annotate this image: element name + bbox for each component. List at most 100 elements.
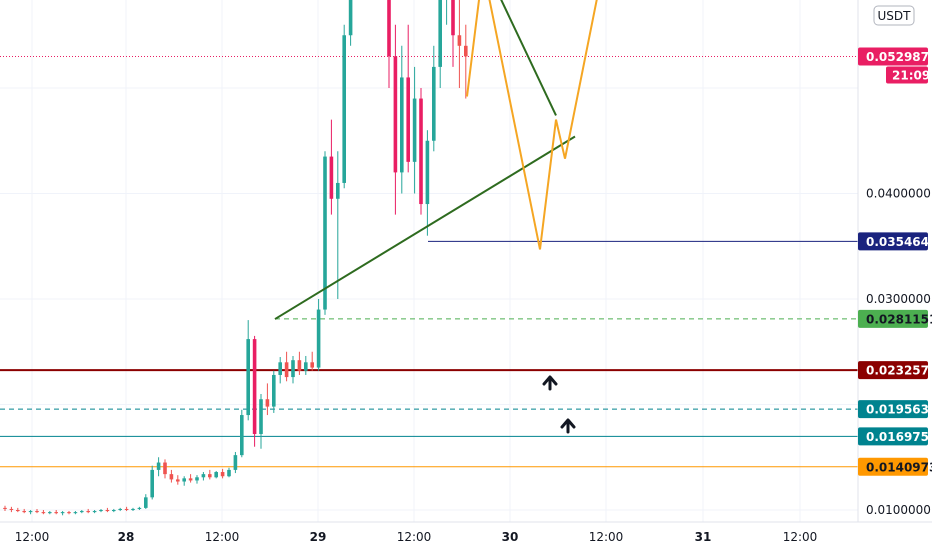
- currency-label: USDT: [878, 9, 912, 23]
- candle-body: [16, 510, 20, 512]
- time-tick-label: 12:00: [15, 530, 50, 544]
- price-label: 0.0281151: [858, 309, 932, 328]
- candle-body: [214, 472, 218, 478]
- candle-body: [284, 362, 289, 378]
- price-label-text: 0.0354646: [866, 235, 932, 249]
- candle-body: [304, 362, 308, 371]
- time-tick-label: 29: [310, 530, 327, 544]
- candle-body: [54, 512, 58, 514]
- candle-body: [451, 0, 455, 36]
- candle-body: [67, 512, 71, 514]
- candle-body: [92, 511, 97, 513]
- up-arrow-icon: [560, 418, 576, 434]
- candle-body: [438, 0, 442, 67]
- currency-badge[interactable]: USDT: [873, 5, 915, 26]
- candle-body: [297, 360, 302, 371]
- candle-body: [316, 309, 321, 368]
- price-label-text: 0.0169752: [866, 430, 932, 444]
- price-label-box: [858, 361, 928, 380]
- up-arrow-icon: [542, 375, 558, 391]
- time-tick-label: 12:00: [205, 530, 240, 544]
- candle-body: [163, 462, 167, 475]
- candle-body: [144, 497, 148, 508]
- candle-body: [406, 77, 410, 162]
- candle-body: [348, 0, 353, 36]
- price-label-text: 0.0232574: [866, 364, 932, 378]
- time-tick-label: 12:00: [783, 530, 818, 544]
- candle-body: [48, 512, 52, 514]
- candle-body: [73, 512, 78, 514]
- candle-body: [131, 508, 135, 510]
- time-axis[interactable]: 12:00 28 12:00 29 12:00 30 12:00 31 12:00: [15, 530, 818, 544]
- candle-body: [3, 507, 7, 509]
- ascending-trendline: [274, 135, 576, 320]
- price-label: 0.0195638: [858, 400, 932, 419]
- candle-body: [208, 474, 212, 478]
- projected-path: [466, 0, 598, 250]
- candle-body: [400, 77, 404, 173]
- candle-body: [112, 510, 116, 512]
- candle-body: [457, 35, 462, 46]
- price-label-text: 0.0281151: [866, 312, 932, 326]
- horizontal-levels: [0, 55, 858, 468]
- price-label-box: [858, 232, 928, 251]
- price-label: 0.0169752: [858, 427, 932, 446]
- price-label: 0.0529876: [858, 47, 932, 66]
- candle-body: [291, 360, 295, 378]
- price-label-box: [858, 47, 928, 66]
- price-label: 0.0140973: [858, 457, 932, 476]
- candle-body: [220, 472, 225, 477]
- candle-body: [80, 511, 84, 513]
- price-tick-label: 0.0400000: [866, 187, 931, 201]
- price-label-box: [858, 400, 928, 419]
- price-label: 0.0354646: [858, 232, 932, 251]
- time-tick-label: 12:00: [397, 530, 432, 544]
- candle-body: [412, 98, 417, 162]
- candle-body: [252, 339, 257, 435]
- candle-body: [176, 479, 180, 482]
- price-label-text: 0.0195638: [866, 403, 932, 417]
- candle-body: [195, 477, 199, 481]
- candle-body: [342, 35, 346, 183]
- candle-body: [35, 511, 39, 513]
- countdown-box: [886, 66, 928, 84]
- trend-drawings: [274, 0, 598, 434]
- price-label-box: [858, 457, 928, 476]
- time-tick-label: 12:00: [589, 530, 624, 544]
- candle-body: [118, 508, 122, 510]
- candle-body: [329, 156, 334, 199]
- candle-body: [419, 98, 423, 205]
- candle-body: [28, 511, 33, 513]
- candle-body: [9, 508, 14, 510]
- candle-body: [265, 399, 270, 407]
- price-label-box: [858, 427, 928, 446]
- candle-body: [432, 66, 436, 141]
- countdown-text: 21:09: [892, 68, 930, 82]
- price-labels: 0.08307860.06889710.05298760.03546460.02…: [858, 47, 932, 476]
- currency-badge-frame: [873, 5, 915, 26]
- countdown-badge: 21:09: [886, 66, 930, 84]
- price-label: 0.0232574: [858, 361, 932, 380]
- candle-body: [86, 511, 90, 513]
- candle-body: [182, 478, 186, 482]
- price-axis[interactable]: 0.10000000.09000000.08000000.06000000.04…: [866, 0, 931, 518]
- candle-body: [227, 469, 231, 477]
- candle-body: [169, 474, 174, 480]
- price-tick-label: 0.0100000: [866, 503, 931, 517]
- price-label-box: [858, 309, 928, 328]
- candle-body: [137, 507, 142, 509]
- candle-body: [393, 56, 398, 173]
- candle-body: [259, 399, 263, 435]
- candle-body: [188, 478, 193, 481]
- price-label-text: 0.0140973: [866, 460, 932, 474]
- candle-body: [124, 508, 129, 510]
- candle-body: [425, 140, 430, 205]
- candle-body: [336, 182, 340, 199]
- candle-body: [60, 512, 65, 514]
- candle-body: [464, 45, 468, 57]
- descending-trendline: [500, 0, 557, 116]
- candle-body: [278, 362, 282, 375]
- candle-body: [387, 0, 391, 57]
- candle-body: [150, 469, 154, 498]
